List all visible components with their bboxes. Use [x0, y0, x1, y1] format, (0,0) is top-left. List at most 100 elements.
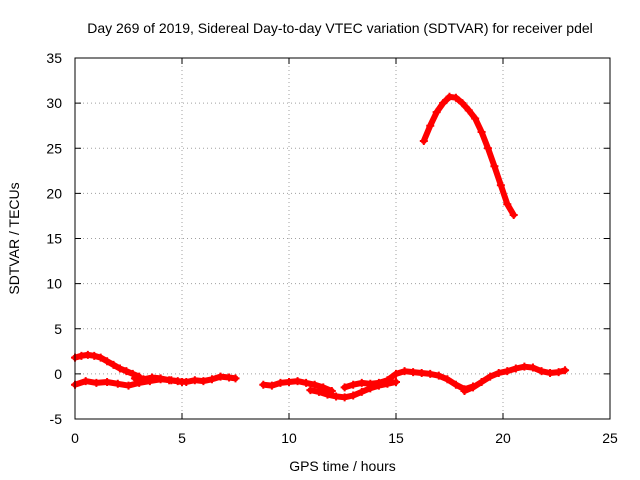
- data-point: [460, 387, 469, 396]
- data-point: [426, 121, 435, 130]
- data-point: [310, 380, 319, 389]
- data-point: [165, 376, 174, 385]
- data-point: [92, 378, 101, 387]
- data-point: [439, 99, 448, 108]
- data-point: [366, 379, 375, 388]
- tick-labels: 0 5 10 15 20 25 -5 0 5 10 15 20 25 30 35: [46, 50, 618, 446]
- data-point: [216, 372, 225, 381]
- data-point: [156, 374, 165, 383]
- y-tick-label: 30: [46, 95, 62, 111]
- x-tick-label: 0: [71, 430, 79, 446]
- data-point: [419, 137, 428, 146]
- data-point: [199, 377, 208, 386]
- data-point: [259, 380, 268, 389]
- data-point: [477, 128, 486, 137]
- data-point: [484, 144, 493, 153]
- data-point: [81, 377, 90, 386]
- data-point: [122, 367, 131, 376]
- y-tick-label: -5: [50, 411, 63, 427]
- data-point: [464, 106, 473, 115]
- data-point: [426, 369, 435, 378]
- y-tick-label: 15: [46, 231, 62, 247]
- data-point: [267, 381, 276, 390]
- data-point: [503, 200, 512, 209]
- y-tick-label: 20: [46, 185, 62, 201]
- x-tick-label: 20: [495, 430, 511, 446]
- data-point: [139, 375, 148, 384]
- plot-frame: [74, 57, 611, 420]
- data-point: [432, 108, 441, 117]
- y-tick-label: 35: [46, 50, 62, 66]
- data-point: [103, 357, 112, 366]
- data-point: [520, 362, 529, 371]
- data-point: [561, 366, 570, 375]
- data-point: [302, 378, 311, 387]
- data-point: [451, 93, 460, 102]
- data-point: [115, 364, 124, 373]
- data-point: [383, 376, 392, 385]
- series-satellite-arc-G: [460, 362, 570, 396]
- data-point: [374, 378, 383, 387]
- data-point: [285, 377, 293, 386]
- data-point: [357, 387, 366, 396]
- data-point: [443, 375, 452, 384]
- x-tick-label: 15: [388, 430, 404, 446]
- data-point: [323, 390, 332, 399]
- data-point: [486, 372, 495, 381]
- data-point: [340, 383, 349, 392]
- data-point: [207, 375, 216, 384]
- series-satellite-arc-F: [340, 367, 478, 394]
- data-point: [546, 368, 555, 377]
- y-tick-label: 10: [46, 276, 62, 292]
- data-point: [306, 386, 315, 395]
- data-point: [458, 99, 467, 108]
- data-point: [409, 368, 418, 377]
- data-point: [349, 380, 358, 389]
- data-point: [392, 369, 400, 378]
- data-point: [554, 368, 563, 377]
- data-point: [332, 392, 341, 401]
- y-tick-label: 5: [54, 321, 62, 337]
- data-point: [276, 378, 285, 387]
- data-point: [511, 364, 520, 373]
- data-point: [528, 363, 537, 372]
- data-point: [434, 371, 443, 380]
- data-point: [349, 391, 358, 400]
- data-point: [392, 377, 400, 386]
- data-point: [509, 211, 518, 220]
- data-point: [357, 378, 366, 387]
- data-point: [148, 373, 157, 382]
- grid: [75, 58, 610, 419]
- x-axis-label: GPS time / hours: [289, 458, 396, 474]
- data-point: [340, 393, 349, 402]
- x-tick-label: 5: [178, 430, 186, 446]
- data-point: [503, 367, 512, 376]
- y-tick-label: 0: [54, 366, 62, 382]
- series-satellite-arc-D: [259, 377, 336, 396]
- y-axis-label: SDTVAR / TECUs: [6, 182, 22, 294]
- data-point: [113, 379, 122, 388]
- data-point: [182, 377, 191, 386]
- data-point: [109, 360, 118, 369]
- data-series: [71, 92, 570, 402]
- x-tick-label: 10: [281, 430, 297, 446]
- series-satellite-arc-A: [71, 350, 144, 381]
- data-point: [490, 162, 499, 171]
- data-point: [469, 383, 478, 392]
- data-point: [494, 368, 503, 377]
- y-tick-label: 25: [46, 140, 62, 156]
- data-point: [314, 387, 323, 396]
- data-point: [190, 376, 199, 385]
- data-point: [130, 374, 139, 383]
- data-point: [103, 377, 112, 386]
- data-point: [124, 381, 133, 390]
- data-point: [496, 181, 505, 190]
- data-point: [231, 374, 240, 383]
- data-point: [537, 367, 546, 376]
- data-point: [90, 351, 99, 360]
- data-point: [319, 383, 328, 392]
- chart-title: Day 269 of 2019, Sidereal Day-to-day VTE…: [87, 20, 593, 36]
- data-point: [400, 367, 409, 376]
- series-satellite-arc-H: [419, 92, 518, 220]
